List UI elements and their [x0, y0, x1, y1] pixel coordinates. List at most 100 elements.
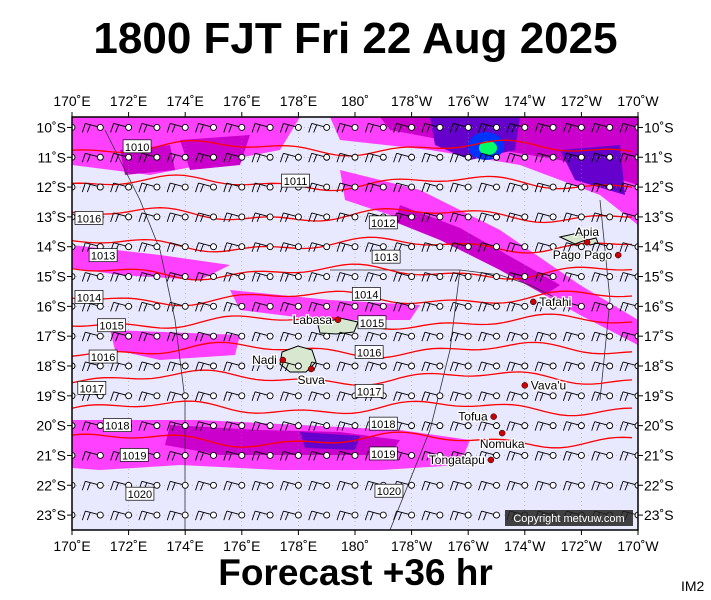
wind-station-dot: [493, 362, 500, 370]
wind-barb-flag: [256, 154, 261, 163]
wind-barb-flag: [308, 451, 313, 461]
wind-barb: [81, 451, 104, 461]
wind-barb-flag: [223, 123, 228, 133]
wind-barb-flag: [138, 361, 143, 372]
wind-station-dot: [153, 481, 161, 489]
wind-barb-flag: [223, 510, 228, 521]
wind-barb-flag: [86, 333, 91, 342]
wind-station-dot: [436, 422, 444, 430]
wind-station-dot: [294, 213, 302, 221]
wind-barb-flag: [506, 481, 511, 491]
wind-barb-flag: [110, 123, 115, 133]
wind-barb-flag: [166, 182, 171, 193]
place-marker: [583, 238, 591, 246]
isobar-1013: [72, 236, 633, 254]
lat-label-right: 20˚S: [644, 418, 674, 434]
wind-station-dot: [266, 123, 274, 131]
wind-barb-flag: [313, 243, 318, 252]
wind-barb: [336, 242, 359, 252]
isobar-label-box: [281, 173, 310, 188]
wind-barb-flag: [279, 391, 284, 401]
precip-peak: [479, 141, 497, 155]
wind-barb: [336, 331, 359, 342]
wind-barb-flag: [284, 482, 289, 491]
wind-barb-flag: [539, 214, 544, 223]
wind-barb-flag: [449, 391, 454, 401]
isobar-label-box: [97, 318, 126, 333]
wind-barb: [393, 182, 416, 193]
wind-barb-flag: [284, 273, 289, 282]
wind-barb-flag: [478, 510, 482, 521]
wind-barb-flag: [143, 124, 148, 133]
wind-barb-flag: [86, 124, 91, 133]
wind-barb-flag: [341, 184, 346, 193]
wind-barb-flag: [200, 422, 204, 431]
wind-barb-flag: [591, 272, 596, 282]
wind-barb-flag: [506, 302, 511, 312]
wind-barb-flag: [624, 243, 629, 252]
wind-barb: [364, 242, 387, 252]
wind-barb-flag: [426, 273, 431, 282]
wind-barb-flag: [398, 303, 403, 312]
wind-barb-flag: [369, 303, 374, 312]
wind-barb: [534, 391, 557, 401]
wind-station-dot: [606, 153, 614, 161]
wind-station-dot: [464, 511, 472, 519]
wind-barb-flag: [166, 391, 171, 401]
wind-barb-flag: [421, 361, 426, 372]
wind-barb-flag: [449, 153, 454, 163]
wind-barb: [421, 361, 444, 372]
wind-barb-flag: [284, 333, 289, 342]
wind-barb: [308, 152, 331, 163]
isobar-label: 1019: [371, 449, 395, 461]
wind-barb-flag: [336, 242, 341, 252]
wind-barb-flag: [619, 361, 624, 372]
wind-barb-flag: [308, 212, 313, 223]
wind-barb-flag: [313, 124, 318, 133]
wind-barb-flag: [110, 510, 115, 521]
wind-barb-flag: [284, 512, 289, 521]
wind-barb: [279, 361, 302, 372]
wind-barb: [138, 212, 161, 223]
wind-station-dot: [125, 123, 133, 131]
wind-barb: [393, 391, 416, 401]
wind-station-dot: [577, 422, 585, 430]
wind-station-dot: [408, 332, 416, 340]
wind-station-dot: [181, 511, 189, 519]
wind-barb-flag: [562, 272, 567, 282]
wind-barb: [478, 182, 500, 193]
wind-barb: [364, 152, 387, 163]
wind-barb: [421, 152, 444, 163]
wind-barb-flag: [449, 332, 454, 342]
wind-station-dot: [238, 183, 246, 191]
wind-barb: [336, 510, 359, 521]
wind-barb: [195, 242, 217, 252]
wind-barb-flag: [562, 302, 567, 312]
wind-barb-flag: [426, 512, 431, 521]
wind-barb-flag: [256, 273, 261, 282]
wind-barb-flag: [506, 153, 511, 163]
wind-barb: [591, 123, 614, 133]
wind-barb: [308, 272, 331, 282]
wind-station-dot: [125, 302, 133, 310]
wind-station-dot: [464, 422, 472, 430]
wind-barb-flag: [449, 212, 454, 223]
wind-barb-flag: [228, 154, 233, 163]
wind-station-dot: [436, 183, 444, 191]
wind-barb-flag: [223, 242, 228, 252]
wind-barb: [421, 331, 444, 342]
wind-barb-flag: [454, 363, 459, 372]
wind-barb-flag: [115, 392, 120, 401]
wind-barb: [449, 421, 472, 431]
wind-station-dot: [521, 452, 529, 459]
wind-barb-flag: [534, 391, 539, 401]
wind-barb: [421, 421, 444, 431]
wind-barb-flag: [483, 243, 487, 252]
wind-station-dot: [210, 123, 217, 131]
wind-station-dot: [294, 422, 302, 430]
wind-barb: [534, 123, 557, 133]
wind-station-dot: [606, 481, 614, 489]
place-label: Labasa: [293, 313, 333, 327]
wind-barb-flag: [251, 242, 256, 252]
